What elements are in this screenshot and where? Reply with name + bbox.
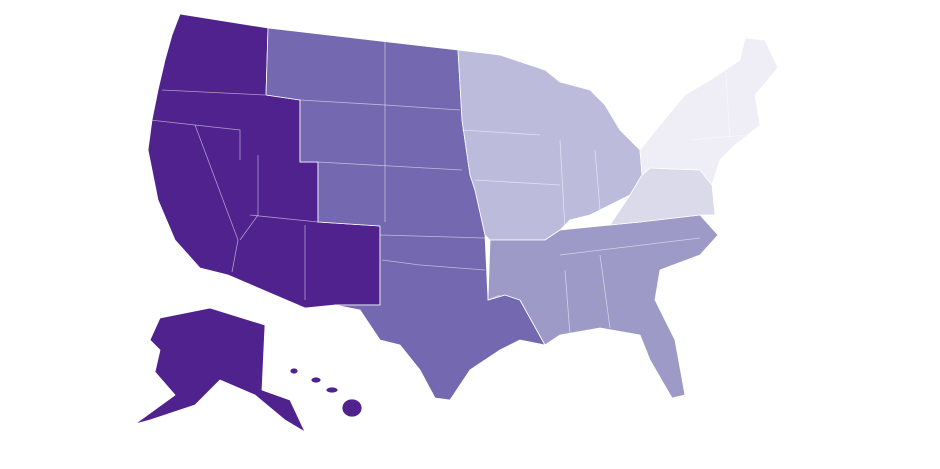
alaska: [134, 307, 306, 433]
hawaii: [325, 386, 339, 394]
northeast-region: [639, 37, 779, 186]
hawaii: [341, 398, 363, 418]
hawaii: [289, 367, 299, 375]
state-borders: [149, 40, 746, 336]
hawaii: [310, 376, 322, 384]
midwest-region: [457, 49, 643, 241]
